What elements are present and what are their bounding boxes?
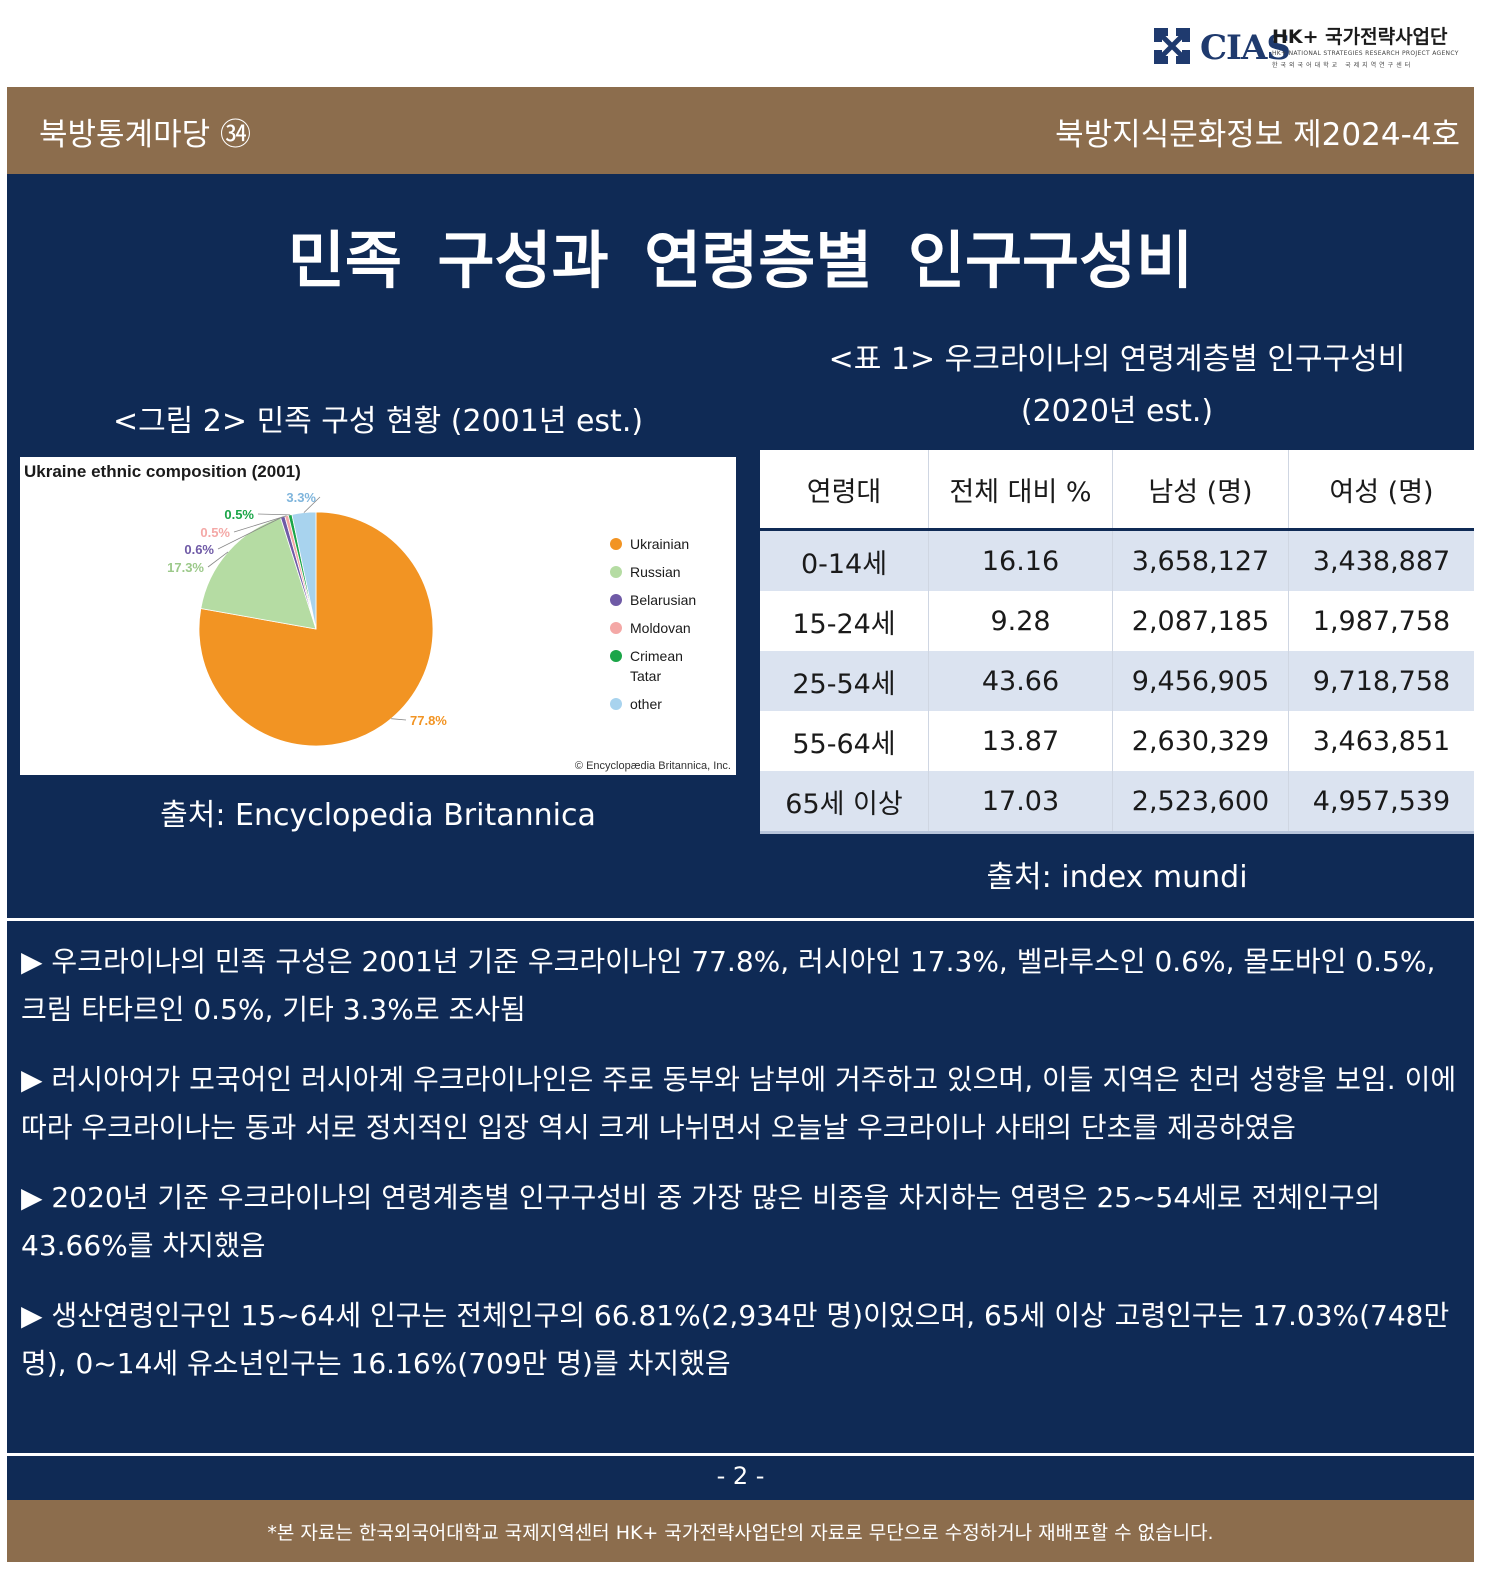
legend-swatch xyxy=(610,698,622,710)
slice-leader-line xyxy=(217,516,283,550)
cell-male: 9,456,905 xyxy=(1112,651,1289,711)
cias-emblem-icon xyxy=(1154,28,1190,64)
slice-leader-line xyxy=(257,513,291,516)
legend-swatch xyxy=(610,538,622,550)
legend-label: Crimean Tatar xyxy=(630,648,683,684)
legend-label: Russian xyxy=(630,564,681,580)
cell-age: 65세 이상 xyxy=(760,771,929,834)
legend-swatch xyxy=(610,622,622,634)
header-age: 연령대 xyxy=(760,450,929,531)
cias-logo: CIAS HK+ 국가전략사업단 HK+ NATIONAL STRATEGIES… xyxy=(1150,20,1470,76)
legend-label: Moldovan xyxy=(630,620,691,636)
legend-swatch xyxy=(610,566,622,578)
content-panel: 민족 구성과 연령층별 인구구성비 <그림 2> 민족 구성 현황 (2001년… xyxy=(7,174,1474,1500)
cell-percent: 16.16 xyxy=(928,529,1113,591)
header-band: 북방통계마당 ㉞ 북방지식문화정보 제2024-4호 xyxy=(7,87,1474,174)
figure-caption: <그림 2> 민족 구성 현황 (2001년 est.) xyxy=(112,404,644,439)
slice-leader-line xyxy=(207,551,229,568)
table-row: 55-64세 13.87 2,630,329 3,463,851 xyxy=(760,711,1474,771)
cell-age: 55-64세 xyxy=(760,711,929,771)
logo-cias-text: CIAS xyxy=(1200,28,1291,68)
header-female: 여성 (명) xyxy=(1288,450,1474,531)
table-caption: <표 1> 우크라이나의 연령계층별 인구구성비 (2020년 est.) xyxy=(760,334,1474,438)
page-title: 민족 구성과 연령층별 인구구성비 xyxy=(287,224,1194,297)
bullet-paragraph: ▶ 러시아어가 모국어인 러시아계 우크라이나인은 주로 동부와 남부에 거주하… xyxy=(21,1063,1457,1144)
table-row: 65세 이상 17.03 2,523,600 4,957,539 xyxy=(760,771,1474,834)
slice-label: 77.8% xyxy=(410,713,447,728)
age-population-table: 연령대 전체 대비 % 남성 (명) 여성 (명) 0-14세 16.16 3,… xyxy=(760,450,1474,834)
cell-age: 0-14세 xyxy=(760,529,929,591)
cell-percent: 13.87 xyxy=(928,711,1113,771)
cell-female: 3,463,851 xyxy=(1288,711,1474,771)
footer-divider xyxy=(7,1453,1474,1456)
pie-chart: Ukraine ethnic composition (2001) © Encyc… xyxy=(24,462,731,772)
cell-male: 2,523,600 xyxy=(1112,771,1289,834)
chart-title: Ukraine ethnic composition (2001) xyxy=(24,462,301,481)
footer-band: *본 자료는 한국외국어대학교 국제지역센터 HK+ 국가전략사업단의 자료로 … xyxy=(7,1500,1474,1562)
table-caption-line1: <표 1> 우크라이나의 연령계층별 인구구성비 xyxy=(828,342,1406,377)
slice-label: 0.5% xyxy=(224,507,254,522)
slice-label: 0.5% xyxy=(200,525,230,540)
legend-swatch xyxy=(610,594,622,606)
legend-label: other xyxy=(630,696,662,712)
cell-percent: 17.03 xyxy=(928,771,1113,834)
table-header-row: 연령대 전체 대비 % 남성 (명) 여성 (명) xyxy=(760,450,1474,531)
issue-label: 북방지식문화정보 제2024-4호 xyxy=(1055,117,1460,153)
cell-female: 3,438,887 xyxy=(1288,529,1474,591)
cell-female: 9,718,758 xyxy=(1288,651,1474,711)
slice-leader-line xyxy=(391,718,407,721)
cell-percent: 9.28 xyxy=(928,591,1113,651)
cell-percent: 43.66 xyxy=(928,651,1113,711)
pie-slice xyxy=(291,511,317,630)
legend-label: Ukrainian xyxy=(630,536,689,552)
cell-female: 4,957,539 xyxy=(1288,771,1474,834)
table-row: 25-54세 43.66 9,456,905 9,718,758 xyxy=(760,651,1474,711)
slice-label: 3.3% xyxy=(286,490,316,505)
bullet-paragraph: ▶ 우크라이나의 민족 구성은 2001년 기준 우크라이나인 77.8%, 러… xyxy=(21,945,1436,1026)
page-number: - 2 - xyxy=(716,1462,765,1490)
logo-subtitle-en: HK+ NATIONAL STRATEGIES RESEARCH PROJECT… xyxy=(1272,50,1459,57)
series-label: 북방통계마당 ㉞ xyxy=(39,117,251,153)
cell-age: 25-54세 xyxy=(760,651,929,711)
figure-source: 출처: Encyclopedia Britannica xyxy=(160,798,596,833)
section-divider xyxy=(7,918,1474,921)
legend-swatch xyxy=(610,650,622,662)
logo-subtitle-ko: 한국외국어대학교 국제지역연구센터 xyxy=(1272,62,1414,69)
slice-label: 0.6% xyxy=(184,542,214,557)
bullet-paragraph: ▶ 2020년 기준 우크라이나의 연령계층별 인구구성비 중 가장 많은 비중… xyxy=(21,1181,1381,1262)
table-source: 출처: index mundi xyxy=(986,860,1248,895)
cell-age: 15-24세 xyxy=(760,591,929,651)
table-caption-line2: (2020년 est.) xyxy=(1020,394,1214,429)
copyright-note: *본 자료는 한국외국어대학교 국제지역센터 HK+ 국가전략사업단의 자료로 … xyxy=(267,1522,1214,1544)
slice-leader-line xyxy=(233,515,287,533)
pie-slice xyxy=(200,516,317,630)
legend-label: Belarusian xyxy=(630,592,696,608)
table-row: 0-14세 16.16 3,658,127 3,438,887 xyxy=(760,529,1474,591)
cell-male: 2,087,185 xyxy=(1112,591,1289,651)
cell-female: 1,987,758 xyxy=(1288,591,1474,651)
cell-male: 2,630,329 xyxy=(1112,711,1289,771)
logo-hk-text: HK+ 국가전략사업단 xyxy=(1272,26,1448,48)
slice-label: 17.3% xyxy=(167,560,204,575)
cell-male: 3,658,127 xyxy=(1112,529,1289,591)
pie-chart-container: Ukraine ethnic composition (2001) © Encyc… xyxy=(20,457,736,775)
header-male: 남성 (명) xyxy=(1112,450,1289,531)
table-row: 15-24세 9.28 2,087,185 1,987,758 xyxy=(760,591,1474,651)
bullet-paragraph: ▶ 생산연령인구인 15~64세 인구는 전체인구의 66.81%(2,934만… xyxy=(21,1299,1450,1380)
header-percent: 전체 대비 % xyxy=(928,450,1113,531)
summary-bullets: ▶ 우크라이나의 민족 구성은 2001년 기준 우크라이나인 77.8%, 러… xyxy=(21,938,1461,1410)
slice-leader-line xyxy=(303,496,321,513)
chart-credit: © Encyclopædia Britannica, Inc. xyxy=(575,760,731,772)
